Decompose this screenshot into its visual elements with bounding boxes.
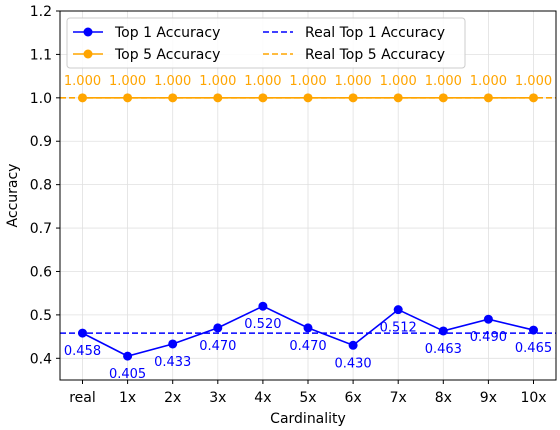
grid-lines	[60, 10, 556, 380]
data-labels: 0.458 0.405 0.433 0.470 0.520 0.470 0.430 0.512…	[64, 74, 552, 382]
series-0-point	[258, 301, 268, 311]
legend-label: Top 1 Accuracy	[114, 25, 220, 41]
series-1-point	[348, 93, 358, 103]
legend-swatch-marker	[83, 27, 93, 37]
data-label: 0.490	[470, 330, 507, 345]
series-0-point	[348, 340, 358, 350]
series-0-point	[213, 323, 223, 333]
data-label: 0.463	[425, 342, 462, 357]
series-0-point	[78, 328, 87, 338]
series-1-point	[438, 93, 448, 103]
series-0-point	[438, 326, 448, 336]
series-1-point	[123, 93, 133, 103]
x-axis-ticks: real 1x 2x 3x 4x 5x 6x 7x 8x 9x 10x	[69, 380, 547, 406]
data-label: 0.520	[244, 317, 281, 332]
data-label: 0.430	[334, 356, 371, 371]
data-label: 0.512	[380, 321, 417, 336]
x-tick-label: 4x	[254, 390, 271, 406]
series-0-point	[483, 314, 493, 324]
y-tick-label: 0.8	[30, 178, 52, 194]
series-1-point	[258, 93, 268, 103]
data-label: 0.433	[154, 355, 191, 370]
x-axis-title: Cardinality	[270, 411, 346, 427]
legend-item: Real Top 1 Accuracy	[263, 25, 445, 41]
data-label: 0.458	[64, 344, 101, 359]
x-tick-label: 9x	[480, 390, 497, 406]
y-tick-label: 0.9	[30, 134, 52, 150]
x-tick-label: 8x	[435, 390, 452, 406]
data-label: 1.000	[109, 74, 146, 89]
y-tick-label: 1.0	[30, 91, 52, 107]
y-tick-label: 0.5	[30, 308, 52, 324]
data-label: 0.470	[199, 339, 236, 354]
series-1-point	[393, 93, 403, 103]
legend-box	[66, 17, 466, 69]
series-1-point	[168, 93, 178, 103]
y-tick-label: 0.6	[30, 264, 52, 280]
data-label: 0.405	[109, 367, 146, 382]
series-1-point	[303, 93, 313, 103]
y-tick-label: 0.4	[30, 351, 52, 367]
data-label: 1.000	[515, 74, 552, 89]
x-tick-label: 7x	[390, 390, 407, 406]
y-axis-title: Accuracy	[5, 164, 21, 228]
series-1-point	[483, 93, 493, 103]
y-tick-label: 1.1	[30, 47, 52, 63]
x-tick-label: 2x	[164, 390, 181, 406]
x-tick-label: 10x	[520, 390, 546, 406]
series-1-point	[78, 93, 87, 103]
series-0-point	[303, 323, 313, 333]
series-0-point	[123, 351, 133, 361]
data-label: 1.000	[425, 74, 462, 89]
x-tick-label: real	[69, 390, 96, 406]
x-tick-label: 1x	[119, 390, 136, 406]
legend-label: Real Top 1 Accuracy	[305, 25, 445, 41]
y-tick-label: 0.7	[30, 221, 52, 237]
legend-item: Top 5 Accuracy	[73, 47, 220, 63]
series-0-point	[393, 305, 403, 315]
series-lines	[78, 93, 538, 361]
x-tick-label: 6x	[344, 390, 361, 406]
legend-item: Top 1 Accuracy	[73, 25, 220, 41]
legend-swatch-marker	[83, 49, 93, 59]
data-label: 0.465	[515, 341, 552, 356]
data-label: 1.000	[470, 74, 507, 89]
x-tick-label: 5x	[299, 390, 316, 406]
data-label: 1.000	[289, 74, 326, 89]
data-label: 1.000	[64, 74, 101, 89]
data-label: 0.470	[289, 339, 326, 354]
legend: Top 1 Accuracy Top 5 Accuracy Real Top 1 A…	[66, 17, 466, 69]
data-label: 1.000	[380, 74, 417, 89]
series-0-point	[168, 339, 178, 349]
y-tick-label: 1.2	[30, 4, 52, 20]
data-label: 1.000	[334, 74, 371, 89]
data-label: 1.000	[154, 74, 191, 89]
legend-label: Top 5 Accuracy	[114, 47, 220, 63]
data-label: 1.000	[244, 74, 281, 89]
x-tick-label: 3x	[209, 390, 226, 406]
series-1-point	[529, 93, 538, 103]
data-label: 1.000	[199, 74, 236, 89]
series-0-point	[529, 325, 538, 335]
y-axis-ticks: 0.4 0.5 0.6 0.7 0.8 0.9 1.0 1.1 1.2	[30, 4, 60, 367]
legend-item: Real Top 5 Accuracy	[263, 47, 445, 63]
series-1-point	[213, 93, 223, 103]
legend-label: Real Top 5 Accuracy	[305, 47, 445, 63]
